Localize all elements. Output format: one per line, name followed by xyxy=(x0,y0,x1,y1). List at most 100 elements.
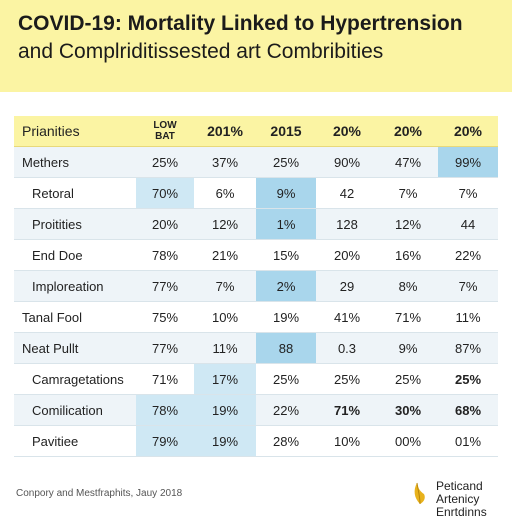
table-row: Tanal Fool 75% 10% 19% 41% 71% 11% xyxy=(14,301,498,333)
table-cell-highlight: 70% xyxy=(136,177,194,209)
table-cell: 16% xyxy=(378,239,438,271)
row-label: Imploreation xyxy=(14,270,136,302)
publisher-logo: Peticand Artenicy Enrtdinns xyxy=(412,478,508,519)
table-cell: 37% xyxy=(194,146,256,178)
table-cell: 78% xyxy=(136,239,194,271)
table-cell: 25% xyxy=(256,363,316,395)
table-cell: 8% xyxy=(378,270,438,302)
row-label: Retoral xyxy=(14,177,136,209)
table-cell: 01% xyxy=(438,425,498,457)
table-cell: 22% xyxy=(256,394,316,426)
logo-line-1: Peticand xyxy=(436,479,483,493)
table-cell: 15% xyxy=(256,239,316,271)
table-row: Pavitiee 79% 19% 28% 10% 00% 01% xyxy=(14,425,498,457)
logo-line-2: Artenicy xyxy=(436,492,480,506)
table-cell: 75% xyxy=(136,301,194,333)
table-row: Comilication 78% 19% 22% 71% 30% 68% xyxy=(14,394,498,426)
table-cell: 7% xyxy=(378,177,438,209)
table-cell-highlight: 17% xyxy=(194,363,256,395)
row-label: Camragetations xyxy=(14,363,136,395)
table-cell: 28% xyxy=(256,425,316,457)
title-banner: COVID-19: Mortality Linked to Hypertrens… xyxy=(0,0,512,92)
header-col-3: 2015 xyxy=(256,116,316,147)
leaf-icon xyxy=(414,482,425,505)
page-title: COVID-19: Mortality Linked to Hypertrens… xyxy=(18,10,498,66)
table-cell: 7% xyxy=(438,177,498,209)
table-cell: 87% xyxy=(438,332,498,364)
table-cell-highlight: 1% xyxy=(256,208,316,240)
table-cell: 77% xyxy=(136,270,194,302)
row-label: End Doe xyxy=(14,239,136,271)
row-label: Comilication xyxy=(14,394,136,426)
row-label: Proitities xyxy=(14,208,136,240)
table-row: Imploreation 77% 7% 2% 29 8% 7% xyxy=(14,270,498,302)
table-header-row: Prianities LOW BAT 201% 2015 20% 20% 20% xyxy=(14,116,498,147)
table-cell: 10% xyxy=(316,425,378,457)
table-cell: 44 xyxy=(438,208,498,240)
title-line-1: COVID-19: Mortality Linked to Hypertrens… xyxy=(18,12,463,35)
table-cell: 25% xyxy=(316,363,378,395)
table-row: Proitities 20% 12% 1% 128 12% 44 xyxy=(14,208,498,240)
data-table-container: Prianities LOW BAT 201% 2015 20% 20% 20%… xyxy=(14,116,498,457)
header-col-1-line-2: BAT xyxy=(155,131,175,142)
table-cell: 9% xyxy=(378,332,438,364)
table-cell: 22% xyxy=(438,239,498,271)
row-label: Tanal Fool xyxy=(14,301,136,333)
header-col-2: 201% xyxy=(194,116,256,147)
table-cell: 10% xyxy=(194,301,256,333)
table-cell-highlight: 79% xyxy=(136,425,194,457)
table-cell: 20% xyxy=(136,208,194,240)
table-cell: 71% xyxy=(378,301,438,333)
title-line-2: and Complriditissested art Combribities xyxy=(18,40,384,63)
table-row: Methers 25% 37% 25% 90% 47% 99% xyxy=(14,146,498,178)
row-label: Neat Pullt xyxy=(14,332,136,364)
table-cell: 25% xyxy=(378,363,438,395)
table-cell: 11% xyxy=(438,301,498,333)
table-cell: 6% xyxy=(194,177,256,209)
table-row: Camragetations 71% 17% 25% 25% 25% 25% xyxy=(14,363,498,395)
table-cell-highlight: 99% xyxy=(438,146,498,178)
table-cell: 41% xyxy=(316,301,378,333)
logo-text: Peticand Artenicy Enrtdinns xyxy=(436,480,487,519)
table-cell: 25% xyxy=(256,146,316,178)
table-cell: 128 xyxy=(316,208,378,240)
logo-line-3: Enrtdinns xyxy=(436,505,487,519)
header-label: Prianities xyxy=(14,116,136,147)
table-cell-highlight: 88 xyxy=(256,332,316,364)
row-label: Pavitiee xyxy=(14,425,136,457)
table-row: End Doe 78% 21% 15% 20% 16% 22% xyxy=(14,239,498,271)
table-cell: 71% xyxy=(316,394,378,426)
table-cell: 25% xyxy=(136,146,194,178)
table-cell: 21% xyxy=(194,239,256,271)
table-cell-highlight: 2% xyxy=(256,270,316,302)
table-cell: 20% xyxy=(316,239,378,271)
table-cell: 12% xyxy=(378,208,438,240)
row-label: Methers xyxy=(14,146,136,178)
table-cell: 90% xyxy=(316,146,378,178)
table-cell: 19% xyxy=(256,301,316,333)
source-note: Conpory and Mestfraphits, Jauy 2018 xyxy=(16,488,183,499)
table-cell: 25% xyxy=(438,363,498,395)
header-col-1-line-1: LOW xyxy=(153,120,177,131)
table-cell: 68% xyxy=(438,394,498,426)
table-cell: 11% xyxy=(194,332,256,364)
data-table: Prianities LOW BAT 201% 2015 20% 20% 20%… xyxy=(14,116,498,457)
table-cell: 47% xyxy=(378,146,438,178)
table-cell: 7% xyxy=(438,270,498,302)
table-cell: 30% xyxy=(378,394,438,426)
table-cell: 71% xyxy=(136,363,194,395)
header-col-5: 20% xyxy=(378,116,438,147)
table-cell: 12% xyxy=(194,208,256,240)
table-cell: 7% xyxy=(194,270,256,302)
table-cell: 0.3 xyxy=(316,332,378,364)
header-col-4: 20% xyxy=(316,116,378,147)
table-cell: 42 xyxy=(316,177,378,209)
table-cell: 77% xyxy=(136,332,194,364)
header-col-1: LOW BAT xyxy=(136,116,194,147)
table-cell-highlight: 9% xyxy=(256,177,316,209)
table-cell-highlight: 19% xyxy=(194,394,256,426)
header-col-6: 20% xyxy=(438,116,498,147)
table-cell: 00% xyxy=(378,425,438,457)
table-row: Neat Pullt 77% 11% 88 0.3 9% 87% xyxy=(14,332,498,364)
table-cell: 29 xyxy=(316,270,378,302)
